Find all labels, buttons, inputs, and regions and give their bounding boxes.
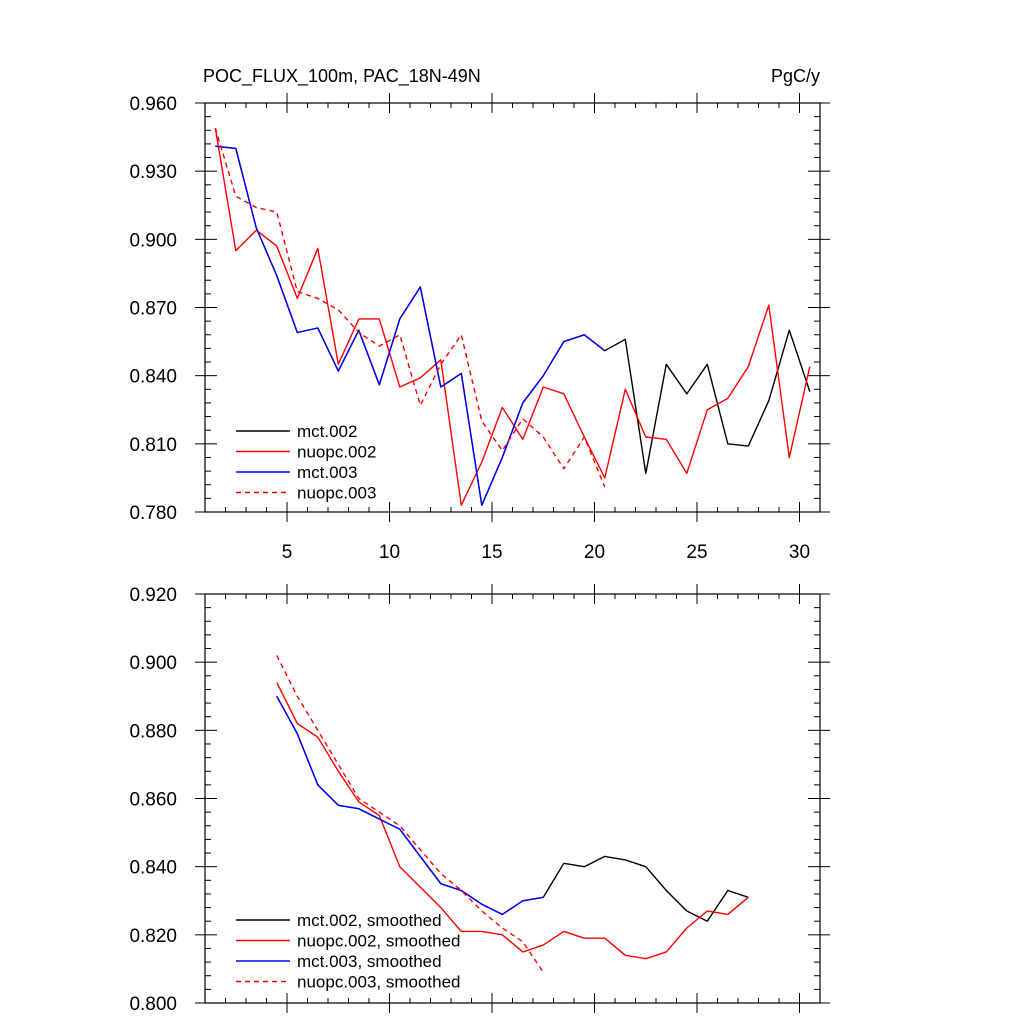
- series-line: [214, 127, 811, 506]
- x-tick-label: 25: [686, 542, 707, 563]
- legend-label: nuopc.002, smoothed: [297, 932, 461, 951]
- x-tick-label: 30: [789, 542, 810, 563]
- y-tick-label: 0.860: [129, 790, 177, 811]
- legend-label: mct.002: [297, 422, 357, 441]
- series-line: [214, 127, 606, 488]
- x-tick-label: 10: [379, 542, 400, 563]
- y-tick-label: 0.900: [129, 653, 177, 674]
- y-tick-label: 0.810: [129, 435, 177, 456]
- legend-label: mct.003, smoothed: [297, 952, 442, 971]
- series-line: [276, 682, 749, 960]
- y-tick-label: 0.800: [129, 994, 177, 1015]
- y-tick-label: 0.820: [129, 926, 177, 947]
- bottom-panel: 0.800 0.820 0.840 0.860 0.880 0.900 0.920 mct.0…: [129, 584, 830, 1015]
- series-line: [215, 145, 606, 506]
- legend-label: mct.002, smoothed: [297, 911, 442, 930]
- y-tick-label: 0.880: [129, 721, 177, 742]
- y-tick-label: 0.840: [129, 367, 177, 388]
- y-tick-label: 0.870: [129, 299, 177, 320]
- legend-label: nuopc.003, smoothed: [297, 973, 461, 992]
- legend-label: nuopc.002: [297, 443, 376, 462]
- y-tick-label: 0.840: [129, 858, 177, 879]
- x-tick-label: 20: [584, 542, 605, 563]
- y-tick-label: 0.960: [129, 94, 177, 115]
- x-tick-label: 5: [282, 542, 293, 563]
- legend-label: nuopc.003: [297, 484, 376, 503]
- x-tick-label: 15: [481, 542, 502, 563]
- series-line: [276, 695, 749, 922]
- y-tick-label: 0.920: [129, 585, 177, 606]
- y-tick-label: 0.780: [129, 503, 177, 524]
- y-tick-label: 0.900: [129, 230, 177, 251]
- legend-label: mct.003: [297, 463, 357, 482]
- chart-title: POC_FLUX_100m, PAC_18N-49N: [203, 66, 481, 87]
- top-panel: POC_FLUX_100m, PAC_18N-49N PgC/y 5 10 15 20…: [129, 66, 830, 563]
- series-line: [276, 695, 544, 916]
- series-line: [276, 655, 544, 973]
- units-label: PgC/y: [771, 66, 820, 86]
- y-tick-label: 0.930: [129, 162, 177, 183]
